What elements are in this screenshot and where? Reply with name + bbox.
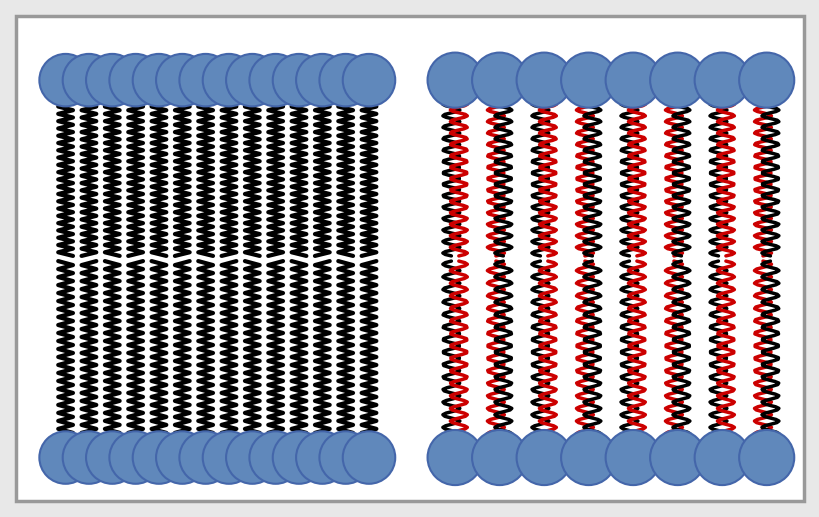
Ellipse shape (39, 431, 92, 484)
Ellipse shape (179, 431, 232, 484)
Ellipse shape (296, 431, 348, 484)
Ellipse shape (86, 431, 138, 484)
Ellipse shape (202, 431, 255, 484)
Ellipse shape (86, 54, 138, 107)
Ellipse shape (179, 54, 232, 107)
FancyBboxPatch shape (16, 16, 803, 501)
Ellipse shape (738, 53, 794, 108)
Ellipse shape (560, 430, 615, 485)
Ellipse shape (249, 54, 301, 107)
Ellipse shape (226, 54, 278, 107)
Ellipse shape (342, 431, 395, 484)
Ellipse shape (342, 54, 395, 107)
Ellipse shape (296, 54, 348, 107)
Ellipse shape (694, 53, 749, 108)
Ellipse shape (649, 53, 704, 108)
Ellipse shape (560, 53, 615, 108)
Ellipse shape (249, 431, 301, 484)
Ellipse shape (319, 54, 372, 107)
Ellipse shape (472, 430, 527, 485)
Ellipse shape (319, 431, 372, 484)
Ellipse shape (226, 431, 278, 484)
Ellipse shape (472, 53, 527, 108)
Ellipse shape (694, 430, 749, 485)
Ellipse shape (133, 54, 185, 107)
Ellipse shape (273, 431, 325, 484)
Ellipse shape (427, 430, 482, 485)
Ellipse shape (738, 430, 794, 485)
Ellipse shape (202, 54, 255, 107)
Ellipse shape (109, 431, 161, 484)
Ellipse shape (156, 431, 208, 484)
Ellipse shape (605, 430, 660, 485)
Ellipse shape (273, 54, 325, 107)
Ellipse shape (649, 430, 704, 485)
Ellipse shape (62, 54, 115, 107)
Ellipse shape (156, 54, 208, 107)
Ellipse shape (39, 54, 92, 107)
Ellipse shape (109, 54, 161, 107)
Ellipse shape (133, 431, 185, 484)
Ellipse shape (516, 53, 571, 108)
Ellipse shape (62, 431, 115, 484)
Ellipse shape (516, 430, 571, 485)
Ellipse shape (605, 53, 660, 108)
Ellipse shape (427, 53, 482, 108)
